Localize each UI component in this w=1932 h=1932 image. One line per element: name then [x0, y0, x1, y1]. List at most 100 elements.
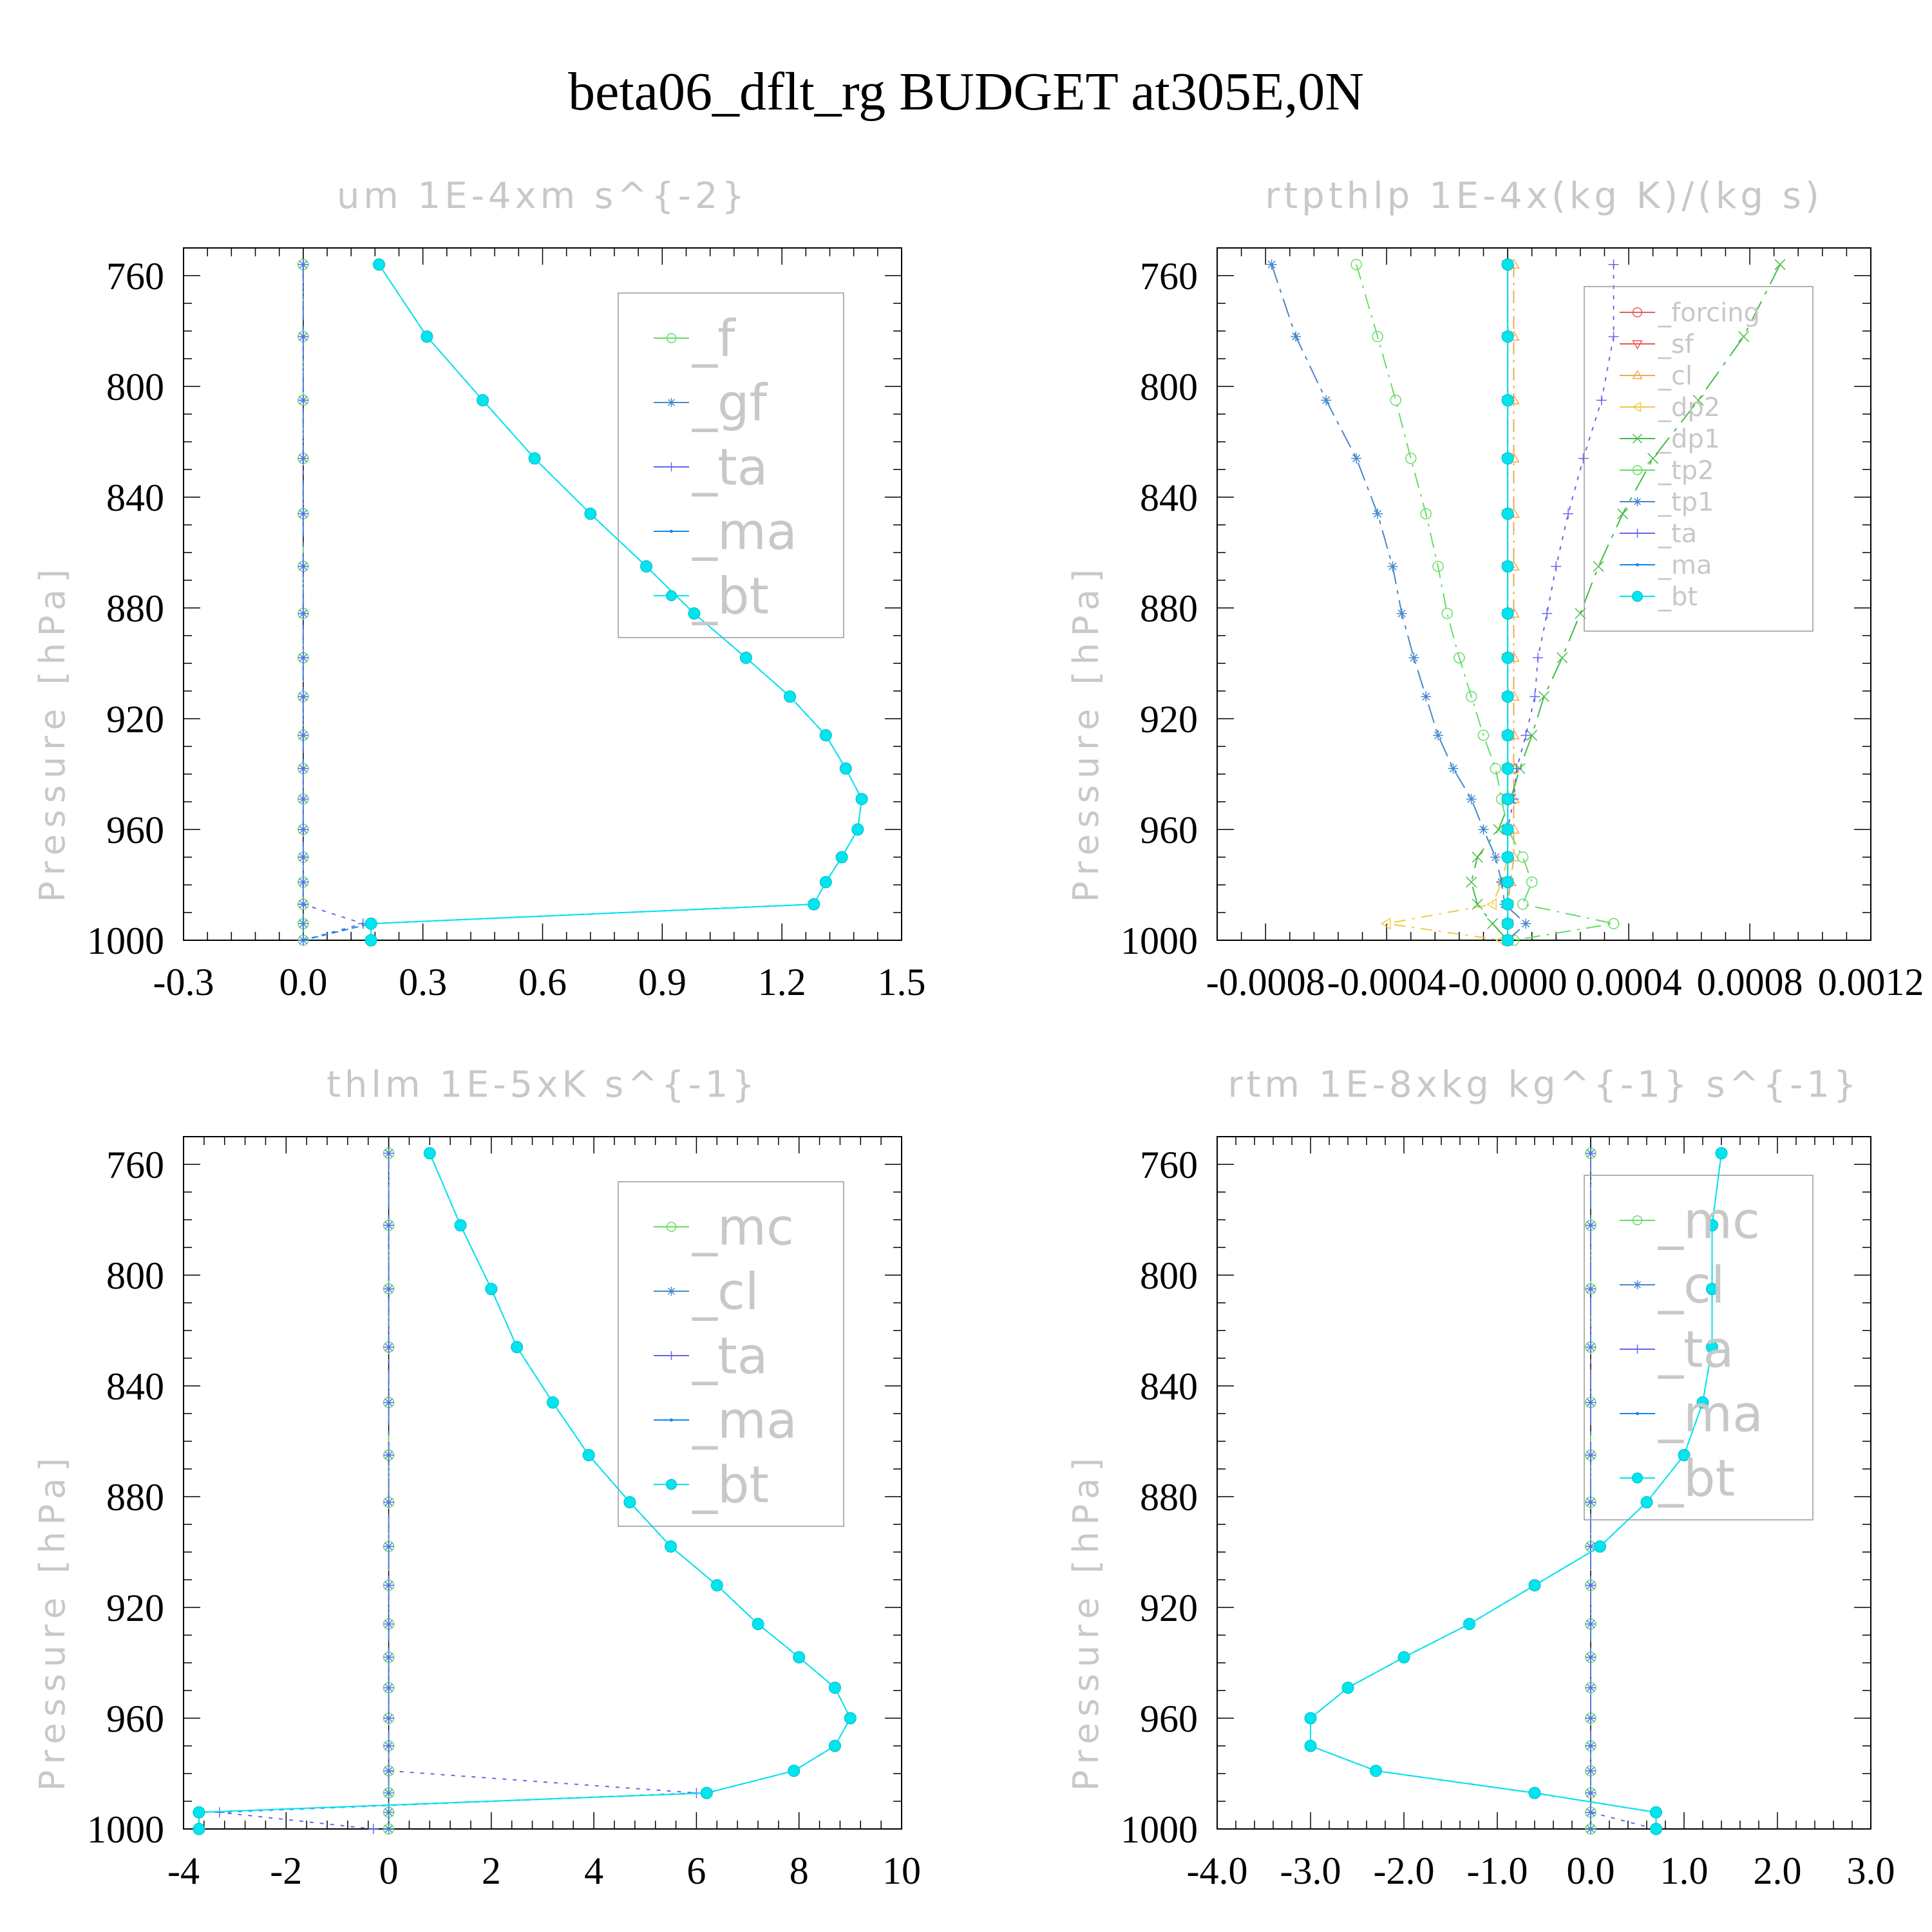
legend-marker: [666, 1479, 677, 1490]
data-point: [1291, 331, 1302, 342]
data-point: [1487, 918, 1499, 929]
legend-label: _dp1: [1658, 424, 1720, 454]
y-tick-label: 800: [106, 366, 164, 408]
y-tick-label: 920: [1140, 1587, 1198, 1629]
series-bt: [193, 1147, 857, 1835]
data-point: [739, 651, 752, 664]
data-point: [835, 851, 848, 864]
data-point: [383, 1824, 394, 1834]
panel-title: thlm 1E-5xK s^{-1}: [327, 1064, 759, 1106]
data-point: [383, 1580, 394, 1591]
legend-marker: [667, 462, 676, 471]
data-point: [1551, 561, 1562, 572]
legend-marker: [1633, 1345, 1642, 1354]
legend-marker: [1632, 401, 1642, 413]
data-point: [855, 793, 868, 806]
y-tick-label: 760: [106, 255, 164, 298]
data-point: [1586, 1682, 1596, 1693]
y-tick-label: 760: [106, 1144, 164, 1186]
series-tp2: [1350, 259, 1620, 946]
data-point: [710, 1579, 723, 1592]
data-point: [1387, 561, 1398, 572]
data-point: [1715, 1147, 1728, 1160]
series-line: [302, 264, 366, 941]
series-line: [1590, 1153, 1656, 1830]
data-point: [298, 652, 308, 663]
legend-label: _cl: [1658, 361, 1692, 391]
legend-marker: [666, 333, 677, 343]
data-point: [298, 331, 308, 342]
data-point: [1517, 851, 1529, 863]
data-point: [383, 1541, 394, 1552]
data-point: [1454, 652, 1465, 664]
plot-frame: [1217, 247, 1871, 941]
series-line: [219, 1153, 697, 1830]
data-point: [1526, 730, 1538, 741]
x-tick-label: -0.0004: [1327, 961, 1446, 1003]
panel-title: um 1E-4xm s^{-2}: [337, 175, 748, 217]
data-point: [365, 934, 377, 947]
y-tick-label: 800: [1140, 366, 1198, 408]
data-point: [1696, 1396, 1709, 1409]
data-point: [808, 898, 820, 911]
data-point: [454, 1219, 467, 1232]
data-point: [1542, 608, 1553, 619]
data-point: [1501, 507, 1514, 520]
data-point: [1501, 651, 1514, 664]
data-point: [1478, 824, 1489, 835]
data-point: [1341, 1681, 1354, 1694]
x-tick-label: -1.0: [1467, 1850, 1528, 1892]
x-tick-label: 1.2: [758, 961, 806, 1003]
data-point: [383, 1450, 394, 1461]
y-tick-label: 880: [1140, 1476, 1198, 1519]
y-tick-label: 960: [1140, 1698, 1198, 1740]
legend-label: _dp2: [1658, 393, 1720, 422]
y-tick-label: 960: [106, 809, 164, 851]
data-point: [1321, 395, 1332, 406]
data-point: [1501, 330, 1514, 343]
data-point: [214, 1807, 225, 1818]
panel-title: rtm 1E-8xkg kg^{-1} s^{-1}: [1227, 1064, 1860, 1106]
legend-marker: [1632, 433, 1643, 444]
legend-label: _bt: [1658, 1450, 1735, 1508]
y-tick-label: 880: [106, 1476, 164, 1519]
y-tick-label: 960: [106, 1698, 164, 1740]
data-point: [298, 876, 308, 887]
data-point: [1372, 508, 1383, 519]
data-point: [1533, 652, 1544, 663]
data-point: [298, 730, 308, 741]
data-point: [584, 507, 597, 520]
data-point: [383, 1807, 394, 1818]
data-point: [1493, 824, 1504, 835]
data-point: [1501, 851, 1514, 864]
series-line: [303, 264, 863, 941]
data-point: [383, 1682, 394, 1693]
data-point: [1501, 762, 1514, 775]
data-point: [383, 1397, 394, 1408]
x-tick-label: 2: [482, 1850, 501, 1892]
data-point: [1528, 1579, 1541, 1592]
data-point: [1304, 1712, 1317, 1725]
legend-marker: [1632, 307, 1643, 317]
data-point: [1586, 1824, 1596, 1834]
data-point: [383, 1220, 394, 1231]
data-point: [528, 452, 541, 465]
legend-label: _cl: [1658, 1256, 1725, 1314]
x-tick-label: -0.3: [153, 961, 214, 1003]
y-tick-label: 840: [1140, 477, 1198, 519]
data-point: [788, 1765, 800, 1777]
data-point: [688, 607, 701, 620]
legend-label: _tp1: [1658, 488, 1714, 517]
data-point: [298, 793, 308, 804]
data-point: [1530, 691, 1540, 702]
x-tick-label: 0.9: [638, 961, 687, 1003]
data-point: [752, 1618, 764, 1631]
data-point: [1408, 652, 1419, 663]
legend-marker: [670, 1418, 673, 1422]
data-point: [623, 1496, 636, 1509]
data-point: [1650, 1823, 1662, 1835]
x-tick-label: -4: [167, 1850, 200, 1892]
data-point: [1501, 607, 1514, 620]
data-point: [1501, 690, 1514, 703]
data-point: [1596, 395, 1607, 406]
